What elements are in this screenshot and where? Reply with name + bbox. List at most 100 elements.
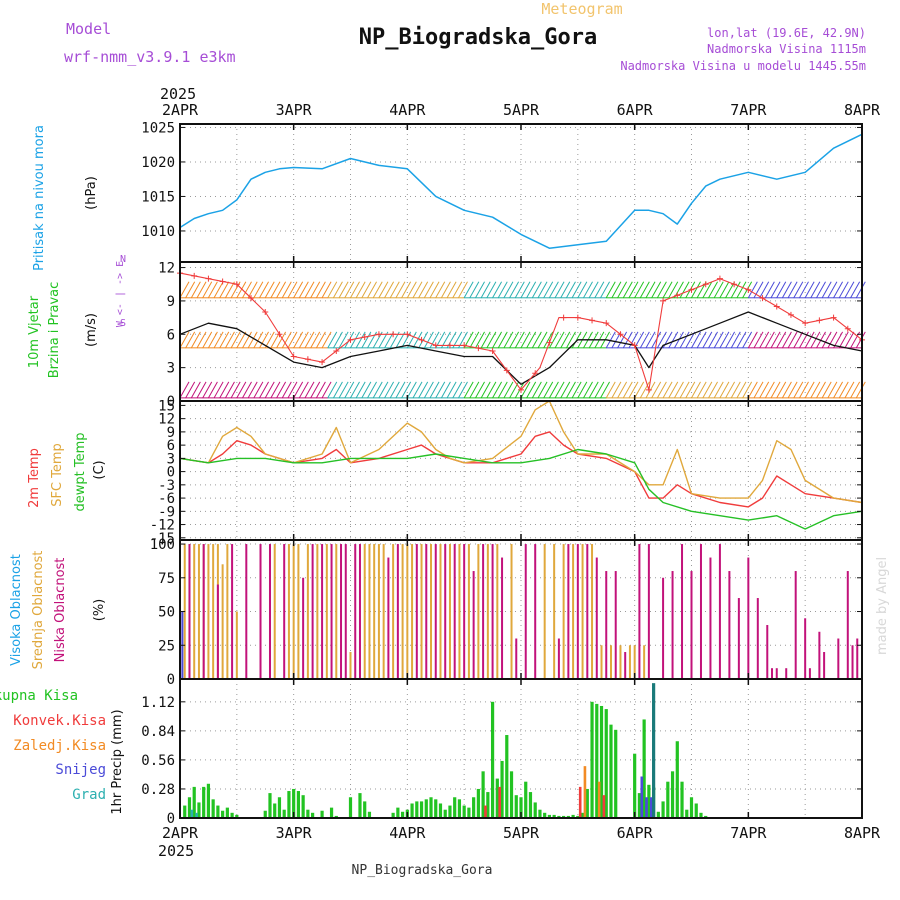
cloud-bar-niska [837,638,840,679]
y-tick-label: 0.56 [141,753,175,769]
cloud-bar-srednja [628,645,631,679]
wind-barb [310,331,321,349]
precip-bar-total [320,810,324,818]
y-tick-label: 9 [167,425,175,441]
cloud-bar-srednja [553,544,556,679]
wind-barb [259,281,270,299]
y-tick-label: 0 [167,394,175,410]
wind-barb [179,331,190,349]
wind-barb [526,281,537,299]
wind-barb [304,331,315,349]
precip-bar-total [694,803,698,818]
precip-bar-total [301,795,305,818]
wind-barb [827,331,838,349]
altitude-info: Nadmorska Visina 1115m [707,42,866,56]
y-tick-label: 1015 [141,189,175,205]
cloud-bar-srednja [477,544,480,679]
x-tick-label-top: 5APR [503,101,540,119]
wind-barb [219,381,230,399]
wind-barb [776,381,787,399]
wind-barb [554,331,565,349]
wind-barb [486,381,497,399]
wind-gust-marker [589,317,596,324]
wind-barb [276,331,287,349]
wind-barb [781,281,792,299]
wind-gust-marker [418,336,425,343]
wind-gust-marker [432,342,439,349]
compass-north: N [120,254,126,265]
precip-bar-total [547,814,552,818]
wind-barb [730,281,741,299]
precip-bar-total [443,809,447,818]
wind-gust-marker [773,303,780,310]
wind-barb [344,381,355,399]
wind-barb [355,331,366,349]
y-tick-label: 3 [167,361,175,377]
cloud-mid-title: Srednja Oblacnost [31,551,46,670]
precip-bar-total [599,705,604,818]
precip-bar-total [704,815,708,818]
x-tick-label-bottom: 7APR [730,824,767,842]
wind-barb [440,381,451,399]
precip-bar-total [633,753,637,818]
wind-barb [566,381,576,399]
wind-gust-line [179,272,863,391]
precip-bar-total [562,815,566,818]
precip-bar-total [282,809,286,818]
wind-barb [622,281,633,299]
wind-barb [315,381,326,399]
cloud-bar-srednja [273,544,276,679]
wind-barb [389,381,400,399]
wind-barb [350,381,360,399]
wind-barb [810,281,821,299]
wind-barb [560,381,571,399]
wind-barb [264,331,275,349]
wind-barb [759,281,770,299]
wind-barb [747,281,758,299]
wind-barb [730,331,741,349]
wind-barb [458,381,468,399]
cloud-high-title: Visoka Oblacnost [9,554,24,666]
wind-barb [816,381,826,399]
precip-bar-total [429,797,433,818]
wind-barb [253,331,264,349]
wind-barb [679,381,690,399]
wind-gust-marker [745,286,752,293]
wind-barb [418,281,429,299]
cloud-bar-srednja [221,564,224,679]
wind-barb [418,381,429,399]
wind-barb [247,281,258,299]
cloud-bar-srednja [382,544,385,679]
x-tick-label-top: 4APR [389,101,426,119]
compass-south: S [120,318,126,329]
year-label-bottom: 2025 [158,842,194,860]
wind-barb [321,381,332,399]
wind-barb [372,381,383,399]
wind-barb [412,381,423,399]
precip-bar-total [680,781,684,818]
cloud-bar-srednja [368,544,371,679]
wind-barb [225,281,235,299]
wind-barb [588,381,599,399]
wind-barb [691,331,701,349]
precip-bar-konvek [484,805,487,818]
cloud-bar-niska [681,544,684,679]
wind-barb [378,281,389,299]
precip-bar-total [604,709,608,818]
cloud-bar-niska [358,544,361,679]
wind-barb [560,331,571,349]
wind-barb [463,281,474,299]
wind-barb [577,281,588,299]
wind-barb [526,331,537,349]
wind-barb [298,381,309,399]
y-tick-label: 9 [167,294,175,310]
wind-barb [747,331,758,349]
cloud-bar-srednja [349,652,352,679]
wind-barb [719,381,730,399]
wind-barb [406,281,417,299]
precip-bar-total [187,797,192,818]
cloud-bar-niska [453,544,456,679]
y-tick-label: 1020 [141,155,175,171]
x-tick-label-bottom: 6APR [617,824,654,842]
y-tick-label: 12 [158,412,175,428]
